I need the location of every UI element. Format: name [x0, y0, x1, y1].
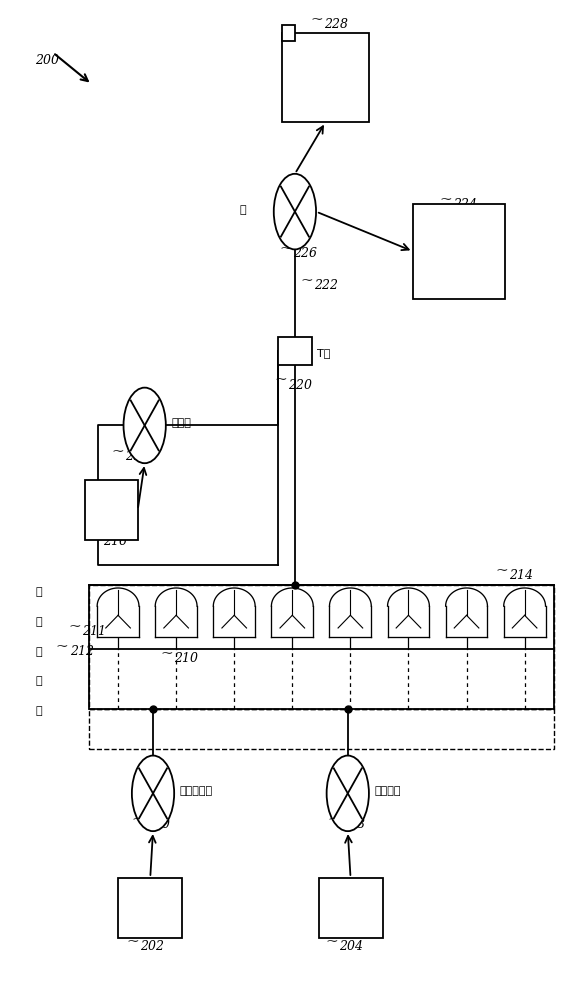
- Text: 微: 微: [35, 587, 42, 597]
- Text: ~: ~: [56, 640, 69, 654]
- Text: T形: T形: [317, 348, 330, 358]
- Text: 218: 218: [125, 450, 149, 463]
- Text: ~: ~: [310, 13, 323, 27]
- Text: ~: ~: [279, 242, 292, 256]
- Text: 样品容: 样品容: [316, 56, 336, 66]
- Text: ~: ~: [160, 647, 173, 661]
- Circle shape: [132, 756, 174, 831]
- Text: ~: ~: [69, 620, 81, 634]
- Text: 水计量泵: 水计量泵: [374, 786, 401, 796]
- Bar: [282, 33, 369, 122]
- Text: 220: 220: [288, 379, 312, 392]
- Text: 稀释剂: 稀释剂: [101, 505, 121, 515]
- Circle shape: [274, 174, 316, 249]
- Bar: [89, 585, 554, 709]
- Text: 溶剂计量泵: 溶剂计量泵: [180, 786, 213, 796]
- Text: 阀: 阀: [240, 205, 247, 215]
- Text: ~: ~: [274, 373, 287, 387]
- Text: ~: ~: [126, 936, 139, 950]
- Bar: [319, 878, 383, 938]
- Text: 流: 流: [35, 617, 42, 627]
- Bar: [89, 585, 554, 709]
- Text: 水性试剂: 水性试剂: [337, 903, 364, 913]
- Text: 210: 210: [174, 652, 198, 665]
- Text: 阵: 阵: [35, 676, 42, 686]
- Circle shape: [124, 388, 166, 463]
- Text: 器: 器: [456, 260, 463, 270]
- Text: 204: 204: [339, 940, 364, 953]
- Bar: [413, 204, 505, 299]
- Text: ~: ~: [132, 813, 144, 827]
- Text: 216: 216: [103, 535, 127, 548]
- Text: 200: 200: [35, 54, 60, 67]
- Bar: [85, 480, 138, 540]
- Text: ~: ~: [301, 274, 313, 288]
- Text: ~: ~: [89, 531, 102, 545]
- Text: ~: ~: [325, 936, 338, 950]
- Text: 212: 212: [70, 645, 93, 658]
- Bar: [118, 878, 182, 938]
- Text: 211: 211: [83, 625, 106, 638]
- Text: ~: ~: [495, 564, 508, 578]
- Text: 202: 202: [140, 940, 164, 953]
- Text: 226: 226: [293, 247, 317, 260]
- Text: ~: ~: [327, 813, 340, 827]
- Circle shape: [327, 756, 369, 831]
- Bar: [278, 337, 311, 365]
- Text: 体: 体: [35, 647, 42, 657]
- Text: 稀释泵: 稀释泵: [171, 418, 191, 428]
- Bar: [282, 25, 295, 41]
- Text: 溶剂试剂: 溶剂试剂: [137, 903, 164, 913]
- Text: 228: 228: [324, 18, 348, 31]
- Text: 214: 214: [509, 569, 533, 582]
- Bar: [89, 709, 554, 749]
- Text: ~: ~: [439, 193, 452, 207]
- Text: ~: ~: [111, 445, 124, 459]
- Text: 列: 列: [35, 706, 42, 716]
- Text: 208: 208: [341, 818, 365, 831]
- Text: 224: 224: [453, 198, 477, 211]
- Text: 222: 222: [314, 279, 338, 292]
- Text: 210: 210: [146, 818, 170, 831]
- Text: 检测: 检测: [452, 230, 466, 240]
- Text: 器: 器: [322, 86, 329, 96]
